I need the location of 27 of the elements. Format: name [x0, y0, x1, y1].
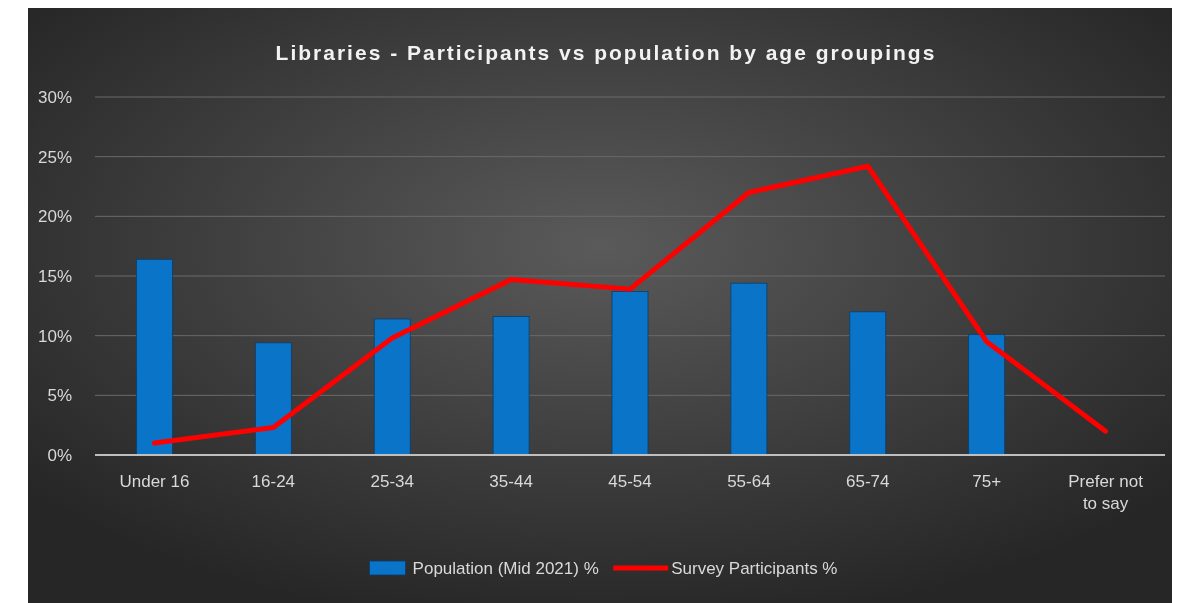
- x-tick-label: 35-44: [489, 472, 533, 491]
- x-tick-label: 65-74: [846, 472, 890, 491]
- x-tick-label: 16-24: [251, 472, 296, 491]
- bar: [373, 318, 411, 456]
- x-tick-label: Prefer not to say: [1068, 472, 1144, 513]
- x-tick-label: Under 16: [119, 472, 190, 491]
- bar: [254, 342, 292, 456]
- y-tick-label: 0%: [47, 446, 72, 465]
- y-tick-label: 25%: [37, 147, 72, 167]
- bar: [968, 334, 1006, 456]
- y-tick-label: 5%: [47, 386, 72, 406]
- bar: [136, 258, 173, 456]
- x-tick-label: 55-64: [727, 472, 771, 491]
- y-tick-label: 15%: [37, 267, 72, 286]
- legend-label: Survey Participants %: [671, 559, 838, 578]
- chart-title: Libraries - Participants vs population by age groupings: [275, 41, 937, 64]
- y-tick-label: 30%: [37, 88, 72, 107]
- x-tick-label: 75+: [972, 472, 1002, 491]
- bar: [849, 311, 887, 456]
- y-tick-label: 10%: [37, 326, 72, 346]
- x-tick-label: 45-54: [608, 472, 652, 491]
- bar: [730, 282, 768, 456]
- bar: [611, 291, 649, 456]
- bar: [492, 316, 530, 456]
- x-tick-label: 25-34: [370, 472, 414, 491]
- y-tick-label: 20%: [37, 207, 72, 227]
- legend-label: Population (Mid 2021) %: [412, 559, 599, 578]
